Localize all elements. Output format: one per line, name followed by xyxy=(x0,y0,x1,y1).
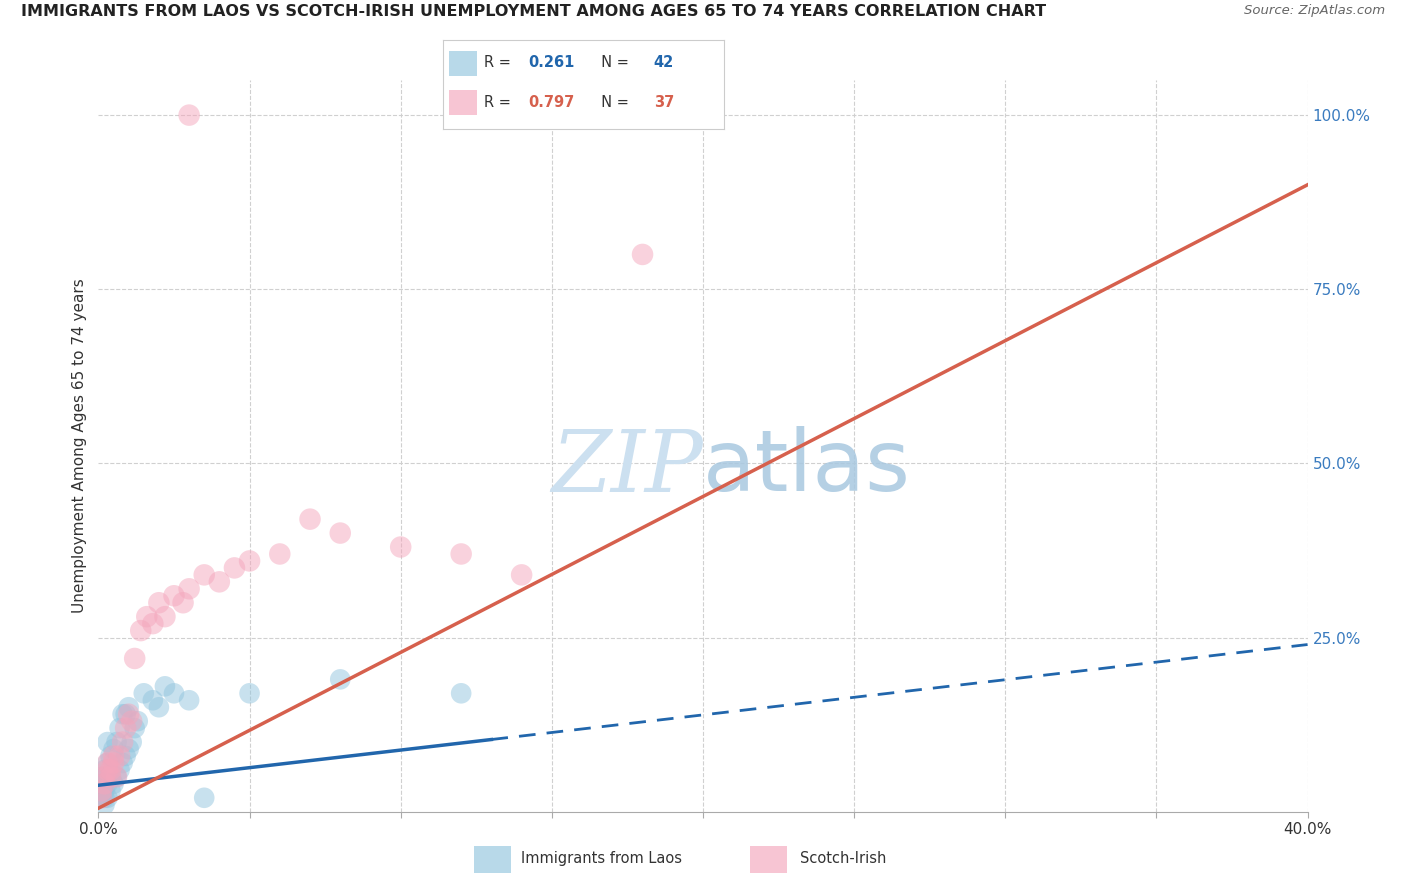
Point xyxy=(118,707,141,722)
Point xyxy=(90,770,112,784)
Point xyxy=(105,770,128,784)
Point xyxy=(103,756,125,770)
Point xyxy=(93,797,115,812)
Point xyxy=(96,756,118,770)
Point xyxy=(193,790,215,805)
Bar xyxy=(449,90,477,115)
Text: IMMIGRANTS FROM LAOS VS SCOTCH-IRISH UNEMPLOYMENT AMONG AGES 65 TO 74 YEARS CORR: IMMIGRANTS FROM LAOS VS SCOTCH-IRISH UNE… xyxy=(21,4,1046,20)
Point xyxy=(100,784,122,798)
Text: 37: 37 xyxy=(654,95,673,110)
Point xyxy=(93,770,115,784)
Point xyxy=(153,679,176,693)
Point xyxy=(93,777,115,791)
Point xyxy=(90,784,112,798)
Point xyxy=(90,784,112,798)
Point xyxy=(96,790,118,805)
Point xyxy=(124,721,146,735)
Point xyxy=(193,567,215,582)
Point xyxy=(389,540,412,554)
Point xyxy=(93,790,115,805)
Point xyxy=(108,749,131,764)
Point xyxy=(103,742,125,756)
Point xyxy=(93,784,115,798)
Point xyxy=(239,686,262,700)
Point xyxy=(269,547,291,561)
Point xyxy=(108,721,131,735)
Text: N =: N = xyxy=(592,55,634,70)
Bar xyxy=(751,847,786,873)
Point xyxy=(90,790,112,805)
Point xyxy=(93,770,115,784)
Text: atlas: atlas xyxy=(703,426,911,509)
Point xyxy=(132,686,155,700)
Point xyxy=(631,247,654,261)
Point xyxy=(208,574,231,589)
Point xyxy=(96,777,118,791)
Bar xyxy=(474,847,510,873)
Point xyxy=(96,756,118,770)
Point xyxy=(239,554,262,568)
Point xyxy=(90,790,112,805)
Text: 0.261: 0.261 xyxy=(529,55,575,70)
Point xyxy=(148,596,170,610)
Point xyxy=(90,777,112,791)
Point xyxy=(510,567,533,582)
Point xyxy=(111,735,134,749)
Point xyxy=(172,596,194,610)
Point xyxy=(135,609,157,624)
Point xyxy=(114,721,136,735)
Point xyxy=(111,707,134,722)
Point xyxy=(450,547,472,561)
Point xyxy=(163,686,186,700)
Point xyxy=(153,609,176,624)
Point xyxy=(118,742,141,756)
Point xyxy=(127,714,149,728)
Point xyxy=(124,651,146,665)
Text: 0.797: 0.797 xyxy=(529,95,575,110)
Bar xyxy=(449,51,477,76)
Point xyxy=(93,763,115,777)
Text: R =: R = xyxy=(484,95,515,110)
Point xyxy=(163,589,186,603)
Point xyxy=(108,763,131,777)
Point xyxy=(142,616,165,631)
Point xyxy=(148,700,170,714)
Point xyxy=(96,735,118,749)
Point xyxy=(299,512,322,526)
Point xyxy=(450,686,472,700)
Point xyxy=(103,749,125,764)
Text: 42: 42 xyxy=(654,55,673,70)
Text: N =: N = xyxy=(592,95,634,110)
Text: Immigrants from Laos: Immigrants from Laos xyxy=(522,851,682,866)
Point xyxy=(114,749,136,764)
Point xyxy=(100,770,122,784)
Text: Source: ZipAtlas.com: Source: ZipAtlas.com xyxy=(1244,4,1385,18)
Y-axis label: Unemployment Among Ages 65 to 74 years: Unemployment Among Ages 65 to 74 years xyxy=(72,278,87,614)
Point xyxy=(121,735,143,749)
Text: Scotch-Irish: Scotch-Irish xyxy=(800,851,886,866)
Point xyxy=(118,700,141,714)
Text: ZIP: ZIP xyxy=(551,426,703,509)
Point xyxy=(224,561,246,575)
Point xyxy=(96,763,118,777)
Point xyxy=(103,777,125,791)
Point xyxy=(329,673,352,687)
Point xyxy=(179,693,201,707)
Point xyxy=(105,770,128,784)
Point xyxy=(129,624,152,638)
Point xyxy=(105,735,128,749)
Point xyxy=(179,582,201,596)
Point xyxy=(100,770,122,784)
Point xyxy=(93,777,115,791)
Point xyxy=(329,526,352,541)
Point xyxy=(111,756,134,770)
Text: R =: R = xyxy=(484,55,515,70)
Point xyxy=(142,693,165,707)
Point xyxy=(100,763,122,777)
Point xyxy=(121,714,143,728)
Point xyxy=(100,749,122,764)
Point xyxy=(179,108,201,122)
Point xyxy=(114,707,136,722)
